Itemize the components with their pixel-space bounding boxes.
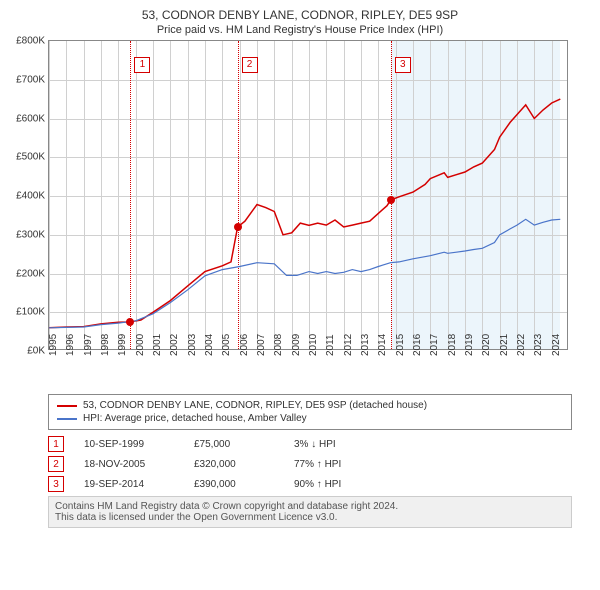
- x-tick-label: 2010: [308, 334, 319, 356]
- copyright: Contains HM Land Registry data © Crown c…: [48, 496, 572, 528]
- x-tick-label: 1996: [65, 334, 76, 356]
- x-tick-label: 2007: [256, 334, 267, 356]
- x-tick-label: 1997: [83, 334, 94, 356]
- legend-label: HPI: Average price, detached house, Ambe…: [83, 413, 307, 424]
- sale-point-2: [234, 223, 242, 231]
- x-tick-label: 2001: [152, 334, 163, 356]
- sale-point-1: [126, 318, 134, 326]
- x-tick-label: 2006: [239, 334, 250, 356]
- event-marker-2: 2: [242, 57, 258, 73]
- event-row-marker: 1: [48, 436, 64, 452]
- y-tick-label: £0K: [9, 346, 45, 357]
- y-tick-label: £600K: [9, 113, 45, 124]
- event-date: 18-NOV-2005: [84, 459, 174, 470]
- x-tick-label: 2015: [395, 334, 406, 356]
- event-marker-3: 3: [395, 57, 411, 73]
- event-row: 1 10-SEP-1999 £75,000 3% ↓ HPI: [48, 434, 572, 454]
- event-marker-1: 1: [134, 57, 150, 73]
- x-tick-label: 2018: [447, 334, 458, 356]
- x-tick-label: 2016: [412, 334, 423, 356]
- x-tick-label: 2008: [273, 334, 284, 356]
- y-tick-label: £500K: [9, 152, 45, 163]
- event-price: £390,000: [194, 479, 274, 490]
- x-tick-label: 2024: [551, 334, 562, 356]
- event-row: 2 18-NOV-2005 £320,000 77% ↑ HPI: [48, 454, 572, 474]
- event-row-marker: 3: [48, 476, 64, 492]
- event-hpi: 3% ↓ HPI: [294, 439, 404, 450]
- x-tick-label: 1998: [100, 334, 111, 356]
- y-tick-label: £100K: [9, 307, 45, 318]
- event-price: £75,000: [194, 439, 274, 450]
- event-hpi: 90% ↑ HPI: [294, 479, 404, 490]
- x-tick-label: 2005: [221, 334, 232, 356]
- y-tick-label: £400K: [9, 191, 45, 202]
- x-tick-label: 2003: [187, 334, 198, 356]
- sale-point-3: [387, 196, 395, 204]
- legend-item: HPI: Average price, detached house, Ambe…: [57, 412, 563, 425]
- legend-swatch: [57, 418, 77, 420]
- plot-area: 123 £0K£100K£200K£300K£400K£500K£600K£70…: [48, 40, 568, 350]
- x-tick-label: 2021: [499, 334, 510, 356]
- event-price: £320,000: [194, 459, 274, 470]
- event-date: 19-SEP-2014: [84, 479, 174, 490]
- events-table: 1 10-SEP-1999 £75,000 3% ↓ HPI 2 18-NOV-2005 £…: [48, 434, 572, 494]
- x-tick-label: 2004: [204, 334, 215, 356]
- x-tick-label: 2020: [481, 334, 492, 356]
- x-tick-label: 2011: [325, 334, 336, 356]
- x-tick-label: 2017: [429, 334, 440, 356]
- x-tick-label: 2012: [343, 334, 354, 356]
- page-subtitle: Price paid vs. HM Land Registry's House …: [8, 24, 592, 36]
- x-tick-label: 2019: [464, 334, 475, 356]
- x-tick-label: 2009: [291, 334, 302, 356]
- event-row-marker: 2: [48, 456, 64, 472]
- copyright-line2: This data is licensed under the Open Gov…: [55, 512, 565, 523]
- legend-item: 53, CODNOR DENBY LANE, CODNOR, RIPLEY, D…: [57, 399, 563, 412]
- x-tick-label: 2013: [360, 334, 371, 356]
- chart: 123 £0K£100K£200K£300K£400K£500K£600K£70…: [48, 40, 600, 390]
- x-tick-label: 2022: [516, 334, 527, 356]
- y-tick-label: £700K: [9, 74, 45, 85]
- x-tick-label: 2002: [169, 334, 180, 356]
- y-tick-label: £300K: [9, 229, 45, 240]
- page-title: 53, CODNOR DENBY LANE, CODNOR, RIPLEY, D…: [8, 8, 592, 22]
- series-property: [49, 99, 560, 328]
- copyright-line1: Contains HM Land Registry data © Crown c…: [55, 501, 565, 512]
- x-tick-label: 2023: [533, 334, 544, 356]
- event-hpi: 77% ↑ HPI: [294, 459, 404, 470]
- legend-swatch: [57, 405, 77, 407]
- x-tick-label: 2014: [377, 334, 388, 356]
- legend-label: 53, CODNOR DENBY LANE, CODNOR, RIPLEY, D…: [83, 400, 427, 411]
- y-tick-label: £800K: [9, 36, 45, 47]
- y-tick-label: £200K: [9, 268, 45, 279]
- series-hpi: [49, 219, 560, 327]
- x-tick-label: 1999: [117, 334, 128, 356]
- x-tick-label: 2000: [135, 334, 146, 356]
- legend: 53, CODNOR DENBY LANE, CODNOR, RIPLEY, D…: [48, 394, 572, 430]
- event-row: 3 19-SEP-2014 £390,000 90% ↑ HPI: [48, 474, 572, 494]
- event-date: 10-SEP-1999: [84, 439, 174, 450]
- x-tick-label: 1995: [48, 334, 59, 356]
